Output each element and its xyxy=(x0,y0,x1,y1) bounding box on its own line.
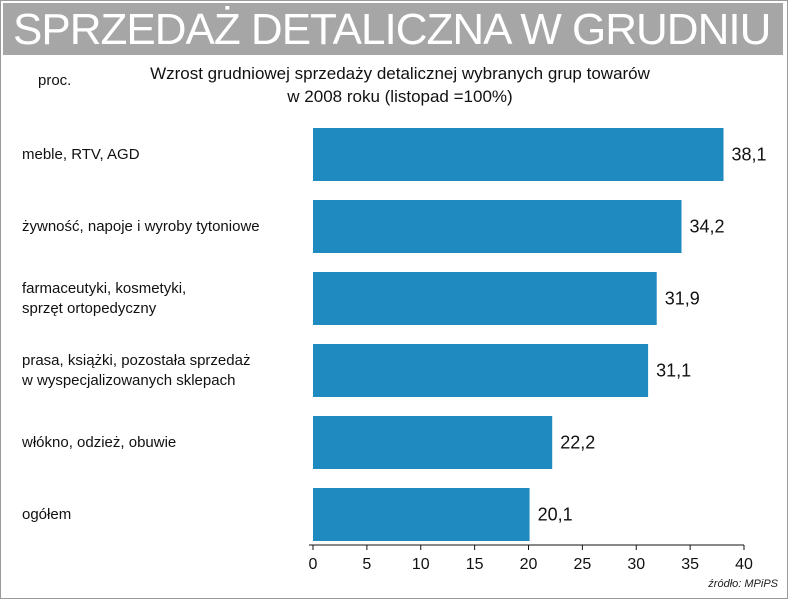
category-label: prasa, książki, pozostała sprzedaż w wysp… xyxy=(22,351,250,391)
chart-title-line2: w 2008 roku (listopad =100%) xyxy=(287,87,513,106)
category-label-line: meble, RTV, AGD xyxy=(22,145,140,163)
x-tick-label: 0 xyxy=(309,556,318,573)
category-label: żywność, napoje i wyroby tytoniowe xyxy=(22,217,260,237)
bar xyxy=(313,416,553,469)
category-label-line: w wyspecjalizowanych sklepach xyxy=(22,371,236,389)
bar xyxy=(313,488,530,541)
banner-title: SPRZEDAŻ DETALICZNA W GRUDNIU xyxy=(13,5,771,54)
x-tick-label: 30 xyxy=(627,556,645,573)
category-label-line: prasa, książki, pozostała sprzedaż xyxy=(22,351,251,369)
category-label: ogółem xyxy=(22,505,71,525)
bar xyxy=(313,200,682,253)
category-label: włókno, odzież, obuwie xyxy=(22,433,176,453)
bar xyxy=(313,272,657,325)
x-tick-label: 35 xyxy=(681,556,699,573)
x-tick-label: 10 xyxy=(412,556,430,573)
header-banner: SPRZEDAŻ DETALICZNA W GRUDNIU xyxy=(3,3,783,55)
chart-title-line1: Wzrost grudniowej sprzedaży detalicznej … xyxy=(150,64,650,83)
bar-value-label: 34,2 xyxy=(690,217,725,237)
bar-value-label: 31,9 xyxy=(665,289,700,309)
category-label-line: ogółem xyxy=(22,505,72,523)
category-label-line: farmaceutyki, kosmetyki, xyxy=(22,279,187,297)
bar xyxy=(313,128,724,181)
x-tick-label: 40 xyxy=(735,556,753,573)
x-tick-label: 20 xyxy=(520,556,538,573)
unit-label: proc. xyxy=(38,72,72,89)
category-label: farmaceutyki, kosmetyki, sprzęt ortopedyc… xyxy=(22,279,186,319)
x-tick-label: 15 xyxy=(466,556,484,573)
bar-value-label: 38,1 xyxy=(732,145,767,165)
bar xyxy=(313,344,649,397)
chart-title: Wzrost grudniowej sprzedaży detalicznej … xyxy=(100,62,700,108)
bar-value-label: 31,1 xyxy=(656,361,691,381)
category-label-line: sprzęt ortopedyczny xyxy=(22,299,157,317)
x-tick-label: 5 xyxy=(362,556,371,573)
category-label-line: włókno, odzież, obuwie xyxy=(22,433,177,451)
bar-value-label: 20,1 xyxy=(538,505,573,525)
category-label-line: żywność, napoje i wyroby tytoniowe xyxy=(22,217,260,235)
x-tick-label: 25 xyxy=(573,556,591,573)
category-label: meble, RTV, AGD xyxy=(22,145,140,165)
source-note: źródło: MPiPS xyxy=(708,578,778,590)
bar-value-label: 22,2 xyxy=(560,433,595,453)
